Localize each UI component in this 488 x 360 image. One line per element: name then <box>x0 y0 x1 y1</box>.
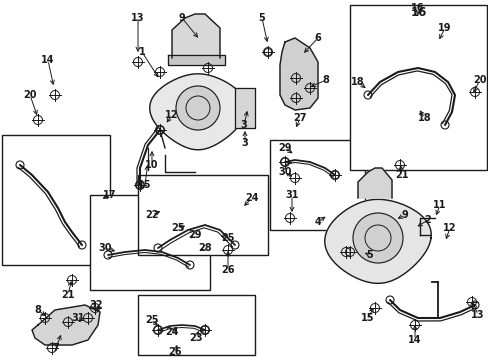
Text: 1: 1 <box>138 47 145 57</box>
Text: 30: 30 <box>98 243 112 253</box>
Text: 2: 2 <box>424 215 430 225</box>
Text: 29: 29 <box>278 143 291 153</box>
Polygon shape <box>235 88 254 128</box>
Text: 18: 18 <box>417 113 431 123</box>
Polygon shape <box>32 305 100 345</box>
Text: 20: 20 <box>472 75 486 85</box>
Text: 17: 17 <box>103 190 117 200</box>
Text: 10: 10 <box>145 160 159 170</box>
Polygon shape <box>280 38 317 110</box>
Text: 9: 9 <box>401 210 407 220</box>
Text: 9: 9 <box>178 13 185 23</box>
Text: 31: 31 <box>285 190 298 200</box>
Text: 11: 11 <box>432 200 446 210</box>
Text: 23: 23 <box>189 333 203 343</box>
Text: 16: 16 <box>409 6 426 19</box>
Bar <box>90 195 209 290</box>
Text: 26: 26 <box>221 265 234 275</box>
Text: 21: 21 <box>394 170 408 180</box>
Text: 28: 28 <box>198 243 211 253</box>
Text: 19: 19 <box>437 23 451 33</box>
Text: 21: 21 <box>61 290 75 300</box>
Bar <box>2 135 110 265</box>
Bar <box>269 140 364 230</box>
Text: 8: 8 <box>322 75 329 85</box>
Text: 13: 13 <box>131 13 144 23</box>
Polygon shape <box>172 14 220 58</box>
Text: 31: 31 <box>71 313 84 323</box>
Polygon shape <box>357 168 391 198</box>
Text: 16: 16 <box>410 3 424 13</box>
Text: 30: 30 <box>278 167 291 177</box>
Text: 15: 15 <box>138 180 151 190</box>
Text: 8: 8 <box>35 305 41 315</box>
Text: 18: 18 <box>350 77 364 87</box>
Text: 27: 27 <box>293 113 306 123</box>
Text: 12: 12 <box>442 223 456 233</box>
Polygon shape <box>149 74 246 150</box>
Bar <box>138 175 267 255</box>
Polygon shape <box>324 199 430 283</box>
Text: 5: 5 <box>258 13 265 23</box>
Text: 22: 22 <box>145 210 159 220</box>
Text: 14: 14 <box>407 335 421 345</box>
Text: 14: 14 <box>41 55 55 65</box>
Text: 7: 7 <box>53 343 59 353</box>
Text: 13: 13 <box>470 310 484 320</box>
Text: 4: 4 <box>314 217 321 227</box>
Text: 24: 24 <box>165 327 179 337</box>
Text: 25: 25 <box>171 223 184 233</box>
Polygon shape <box>168 55 224 65</box>
Text: 26: 26 <box>168 347 182 357</box>
Text: 6: 6 <box>314 33 321 43</box>
Text: 3: 3 <box>241 138 248 148</box>
Text: 20: 20 <box>23 90 37 100</box>
Circle shape <box>176 86 220 130</box>
Bar <box>349 5 486 170</box>
Bar <box>138 295 254 355</box>
Text: 25: 25 <box>221 233 234 243</box>
Text: 5: 5 <box>366 250 373 260</box>
Text: 3: 3 <box>240 120 247 130</box>
Text: 15: 15 <box>361 313 374 323</box>
Circle shape <box>352 213 402 263</box>
Text: 24: 24 <box>245 193 258 203</box>
Text: 32: 32 <box>89 300 102 310</box>
Text: 29: 29 <box>188 230 202 240</box>
Text: 25: 25 <box>145 315 159 325</box>
Text: 12: 12 <box>165 110 179 120</box>
